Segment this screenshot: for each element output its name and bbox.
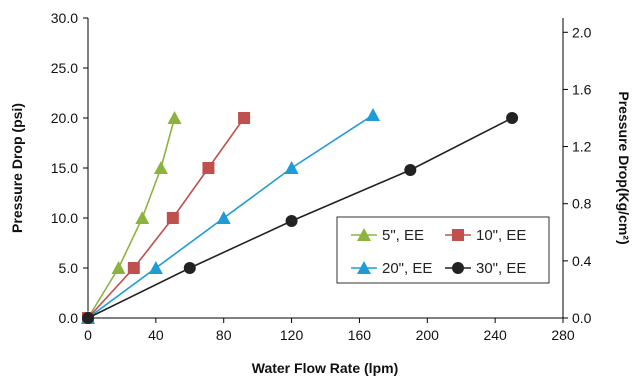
y-left-tick-label: 20.0 <box>51 110 78 126</box>
data-point <box>216 211 231 224</box>
legend-marker <box>357 228 371 241</box>
data-point <box>366 108 380 121</box>
legend-item: 10", EE <box>445 227 526 244</box>
y-left-tick-label: 10.0 <box>51 210 78 226</box>
x-tick-label: 0 <box>84 327 92 343</box>
y-right-tick-label: 0.4 <box>572 253 592 269</box>
legend-label: 5", EE <box>382 227 424 244</box>
y-right-tick-label: 1.2 <box>572 139 592 155</box>
series-line <box>87 117 176 319</box>
legend-item: 5", EE <box>351 227 424 244</box>
y-right-tick-label: 0.0 <box>572 310 592 326</box>
legend-item: 30", EE <box>445 260 526 277</box>
data-point <box>127 262 140 274</box>
legend-marker <box>452 229 464 241</box>
series-layer <box>81 108 519 324</box>
y-right-tick-label: 0.8 <box>572 196 592 212</box>
series-0 <box>81 111 182 324</box>
legend-box <box>336 216 550 284</box>
legend-label: 20", EE <box>382 260 432 277</box>
legend: 5", EE 10", EE 20", EE 30", EE <box>336 216 550 284</box>
x-tick-label: 240 <box>483 327 507 343</box>
y-left-tick-label: 30.0 <box>51 10 78 26</box>
y-left-tick-label: 15.0 <box>51 160 78 176</box>
y-axis-left-title: Pressure Drop (psi) <box>9 103 25 233</box>
data-point <box>148 261 163 274</box>
data-point <box>167 111 182 124</box>
y-right-tick-label: 2.0 <box>572 24 592 40</box>
axis-ticks: 0 40 80 120 160 200 240 2800.05.010.015.020.025… <box>51 10 592 343</box>
x-tick-label: 80 <box>216 327 232 343</box>
x-axis-title: Water Flow Rate (lpm) <box>252 360 399 376</box>
data-point <box>285 215 298 227</box>
legend-label: 30", EE <box>476 260 526 277</box>
legend-items: 5", EE 10", EE 20", EE 30", EE <box>351 227 526 277</box>
data-point <box>202 162 215 174</box>
legend-marker <box>357 261 371 274</box>
data-point <box>238 112 251 124</box>
data-point <box>183 262 196 274</box>
legend-marker <box>452 262 464 274</box>
data-point <box>153 161 168 174</box>
y-left-tick-label: 25.0 <box>51 60 78 76</box>
series-3 <box>82 112 519 324</box>
x-tick-label: 200 <box>416 327 440 343</box>
data-point <box>404 164 417 176</box>
y-left-tick-label: 0.0 <box>59 310 79 326</box>
data-point <box>135 211 150 224</box>
data-point <box>284 161 299 174</box>
legend-label: 10", EE <box>476 227 526 244</box>
y-left-tick-label: 5.0 <box>59 260 79 276</box>
x-tick-label: 120 <box>280 327 304 343</box>
data-point <box>166 212 179 224</box>
x-tick-label: 40 <box>148 327 164 343</box>
x-tick-label: 280 <box>551 327 575 343</box>
legend-item: 20", EE <box>351 260 432 277</box>
data-point <box>111 261 126 274</box>
series-2 <box>81 108 380 324</box>
y-axis-right-title: Pressure Drop(Kg/cm²) <box>616 91 632 244</box>
x-tick-label: 160 <box>348 327 372 343</box>
data-point <box>506 112 519 124</box>
data-point <box>82 312 94 324</box>
series-line <box>87 114 374 319</box>
y-right-tick-label: 1.6 <box>572 81 592 97</box>
